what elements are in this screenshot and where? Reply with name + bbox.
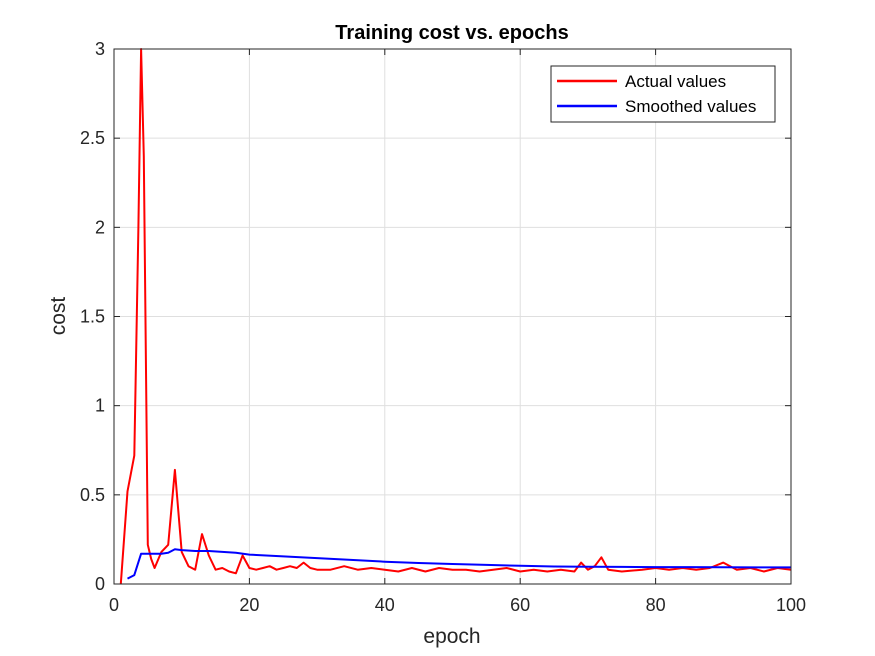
y-tick-label: 1	[95, 396, 105, 416]
series-layer	[119, 48, 792, 585]
chart-title: Training cost vs. epochs	[335, 22, 568, 44]
legend-label-actual: Actual values	[625, 72, 726, 91]
x-tick-label: 100	[776, 595, 806, 615]
legend: Actual values Smoothed values	[550, 65, 776, 123]
x-tick-label: 80	[646, 595, 666, 615]
y-tick-label: 1.5	[80, 307, 105, 327]
y-tick-label: 2	[95, 217, 105, 237]
y-tick-label: 3	[95, 39, 105, 59]
x-axis-label: epoch	[423, 625, 480, 648]
ticks: 0 20 40 60 80 100 0 0.5 1 1.5 2 2.5 3	[80, 39, 806, 615]
legend-box	[550, 65, 776, 123]
x-tick-label: 40	[375, 595, 395, 615]
x-tick-label: 0	[109, 595, 119, 615]
smoothed-values-line	[127, 548, 791, 580]
y-axis-label: cost	[47, 297, 70, 336]
y-tick-label: 2.5	[80, 128, 105, 148]
x-tick-label: 20	[239, 595, 259, 615]
legend-label-smoothed: Smoothed values	[625, 97, 756, 116]
y-tick-label: 0	[95, 574, 105, 594]
actual-values-line	[119, 48, 792, 585]
grid	[113, 48, 792, 585]
y-tick-label: 0.5	[80, 485, 105, 505]
x-tick-label: 60	[510, 595, 530, 615]
